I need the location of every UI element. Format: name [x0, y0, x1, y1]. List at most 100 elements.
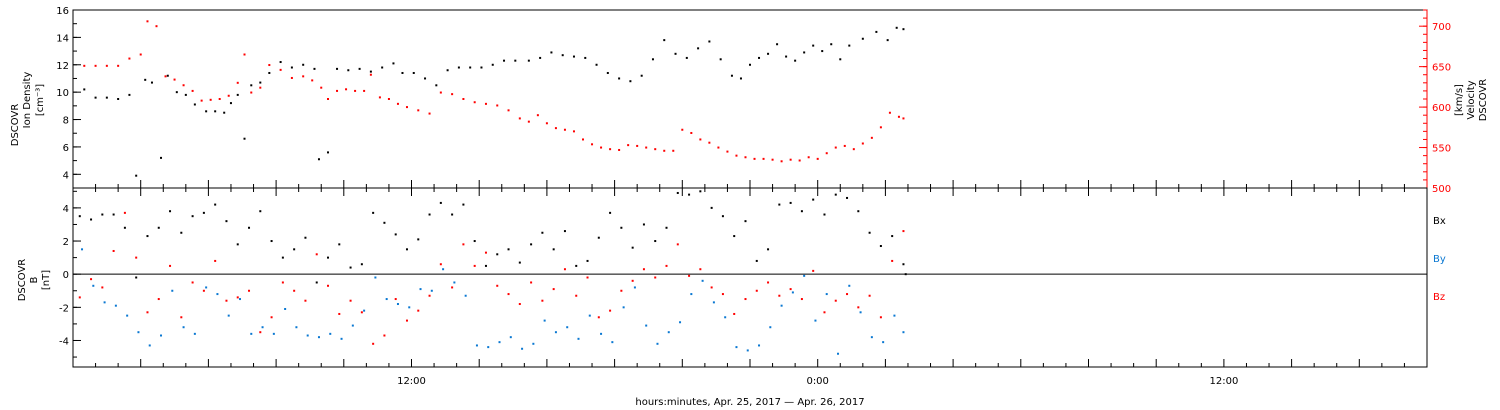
velocity-point: [191, 89, 194, 92]
velocity-point: [627, 144, 630, 147]
bx-point: [451, 213, 454, 216]
by-point: [735, 346, 738, 349]
velocity-tick-label: 700: [1432, 22, 1451, 33]
bz-point: [304, 299, 307, 302]
bx-point: [733, 235, 736, 238]
density-point: [457, 66, 460, 69]
bx-point: [327, 256, 330, 259]
bx-point: [293, 248, 296, 251]
bx-point: [360, 263, 363, 266]
velocity-point: [807, 156, 810, 159]
velocity-point: [708, 141, 711, 144]
by-point: [893, 314, 896, 317]
velocity-point: [94, 64, 97, 67]
bx-point: [518, 261, 521, 264]
bz-point: [507, 293, 510, 296]
bx-point: [112, 213, 115, 216]
bz-point: [812, 269, 815, 272]
by-point: [724, 316, 727, 319]
b-tick-label: 0: [63, 270, 69, 281]
velocity-point: [690, 131, 693, 134]
bx-point: [575, 264, 578, 267]
density-axis-label-3: [cm⁻³]: [35, 84, 46, 116]
bz-point: [112, 249, 115, 252]
bz-point: [259, 331, 262, 334]
by-point: [780, 304, 783, 307]
by-point: [385, 298, 388, 301]
velocity-point: [462, 98, 465, 100]
bz-point: [202, 289, 205, 292]
density-point: [539, 56, 542, 59]
by-point: [453, 281, 456, 284]
density-point: [392, 62, 395, 65]
density-point: [290, 66, 293, 69]
bx-point: [563, 230, 566, 233]
by-point: [487, 346, 490, 349]
density-velocity-points: [83, 20, 905, 177]
bz-point: [891, 259, 894, 262]
bx-point: [767, 248, 770, 251]
velocity-point: [290, 76, 293, 79]
legend: Bx By Bz: [1433, 216, 1446, 303]
bz-point: [575, 294, 578, 297]
velocity-point: [268, 64, 271, 67]
by-point: [227, 314, 230, 317]
velocity-point: [563, 128, 566, 131]
velocity-point: [417, 109, 420, 112]
bx-point: [417, 238, 420, 241]
density-point: [685, 56, 688, 59]
b-axis-label-3: [nT]: [41, 270, 52, 290]
b-axis-label-2: B: [29, 276, 40, 283]
density-point: [193, 103, 196, 106]
velocity-point: [200, 99, 203, 102]
density-point: [259, 81, 262, 84]
by-point: [667, 331, 670, 334]
bx-point: [676, 191, 679, 194]
by-point: [272, 332, 275, 335]
velocity-point: [279, 68, 282, 71]
velocity-point: [744, 156, 747, 159]
density-point: [347, 69, 350, 72]
bz-point: [146, 311, 149, 314]
bz-point: [642, 268, 645, 271]
time-axis-ticks: 12:00 0:00 12:00: [72, 188, 1428, 387]
by-point: [679, 321, 682, 324]
velocity-tick-label: 600: [1432, 103, 1451, 114]
velocity-point: [378, 96, 381, 99]
velocity-point: [182, 84, 185, 87]
by-point: [656, 342, 659, 345]
velocity-point: [484, 102, 487, 105]
by-point: [419, 288, 422, 291]
by-point: [498, 341, 501, 344]
magnetic-field-panel: 12:00 0:00 12:00 -4 -2 0 2 4 DSCOVR B [nT] Bx …: [17, 187, 1446, 387]
velocity-point: [591, 143, 594, 146]
bz-point: [293, 289, 296, 292]
by-point: [442, 268, 445, 271]
by-point: [396, 303, 399, 306]
density-point: [514, 59, 517, 62]
b-tick-label: 4: [63, 204, 69, 215]
bx-point: [902, 263, 905, 266]
bx-point: [721, 215, 724, 218]
bx-point: [428, 213, 431, 216]
density-point: [651, 58, 654, 61]
bx-point: [755, 259, 758, 262]
bz-point: [327, 284, 330, 287]
bz-point: [383, 334, 386, 337]
density-tick-label: 10: [56, 88, 69, 99]
bx-point: [857, 210, 860, 213]
bz-point: [518, 303, 521, 306]
density-point: [105, 96, 108, 99]
bx-point: [507, 248, 510, 251]
velocity-axis-label-2: Velocity: [1466, 80, 1477, 119]
by-point: [182, 326, 185, 329]
bz-point: [428, 294, 431, 297]
bx-point: [236, 243, 239, 246]
bx-point: [879, 245, 882, 248]
velocity-point: [780, 160, 783, 163]
density-point: [584, 56, 587, 59]
velocity-point: [387, 98, 390, 100]
density-point: [117, 98, 120, 100]
velocity-point: [654, 148, 657, 151]
